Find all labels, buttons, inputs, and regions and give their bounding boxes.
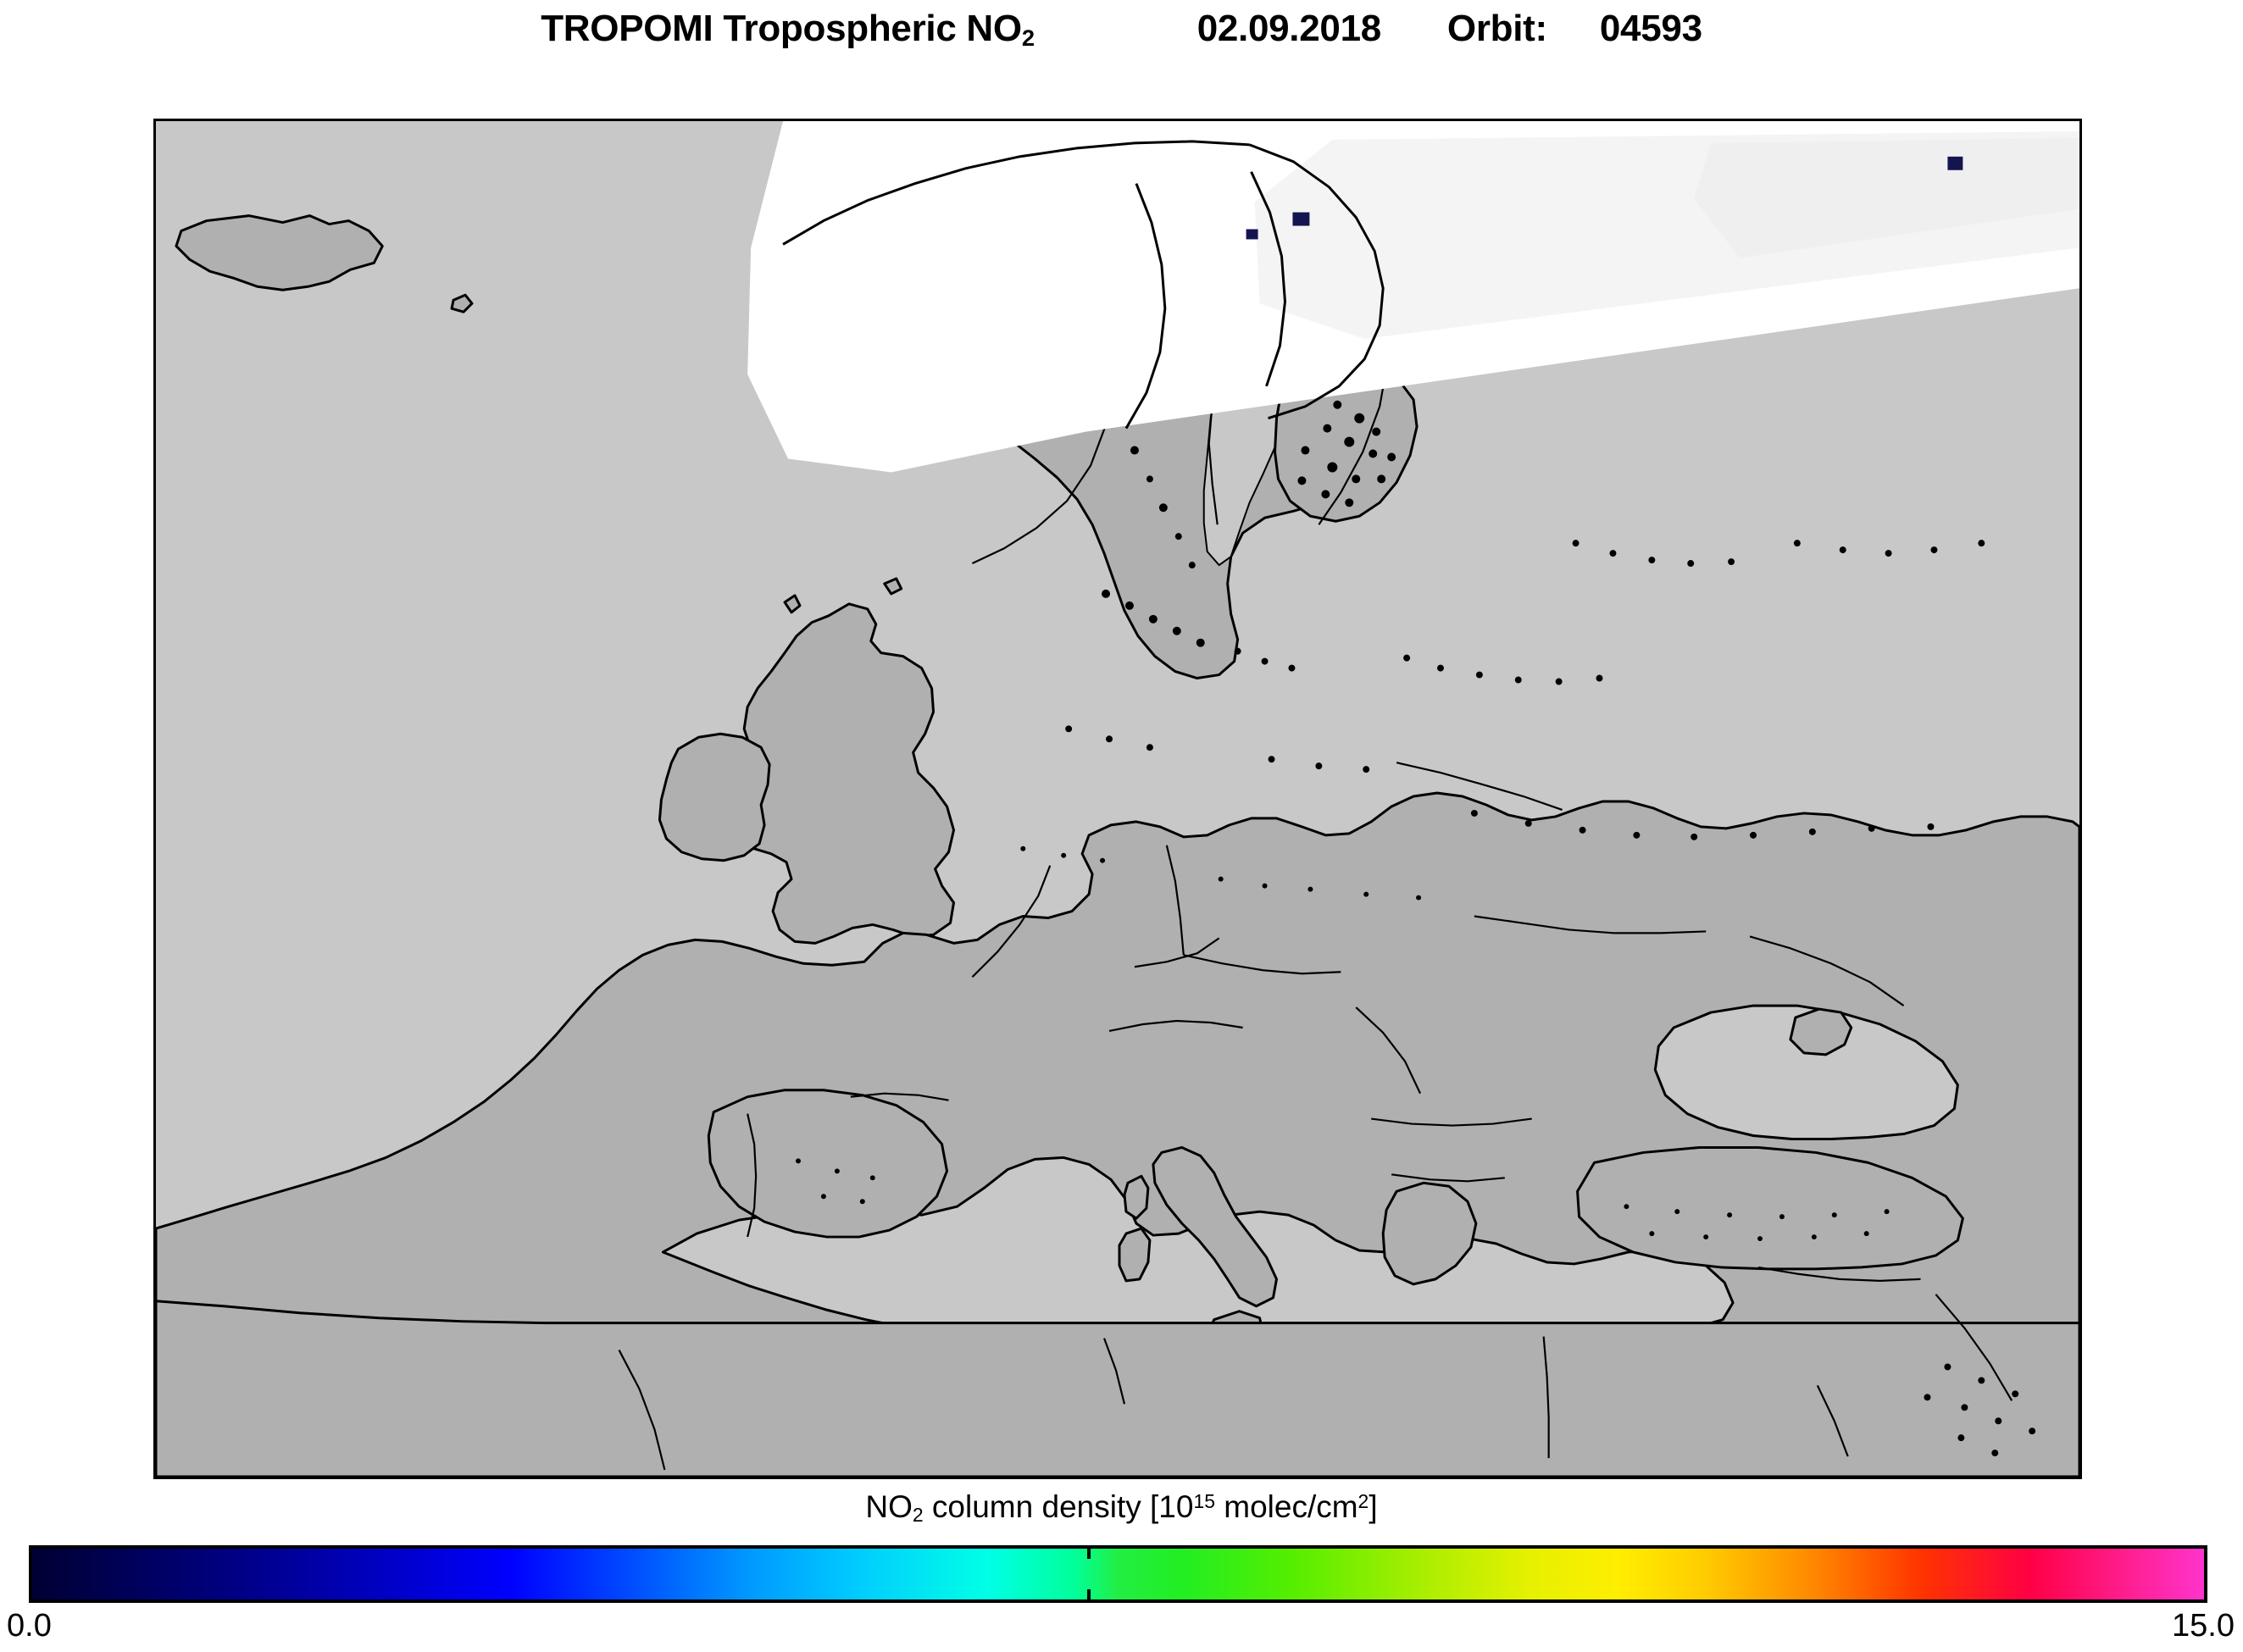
border-france-germany xyxy=(971,865,1052,978)
colorbar-min-label: 0.0 xyxy=(7,1608,52,1644)
border-syria-iraq xyxy=(1935,1294,2013,1401)
coast-kola-in-swath xyxy=(1249,143,1385,420)
land-greece xyxy=(1381,1181,1478,1286)
border-baltic-states xyxy=(1396,762,1563,811)
no2-swath-overlay xyxy=(747,121,2079,473)
land-crimea xyxy=(1789,1007,1853,1056)
land-corsica xyxy=(1123,1174,1150,1220)
land-north-africa xyxy=(156,1300,2079,1477)
colorbar-tick-mid-top xyxy=(1087,1545,1091,1559)
europe-map[interactable] xyxy=(156,121,2079,1477)
coast-north-norway-in-swath xyxy=(782,140,1250,246)
acquisition-date: 02.09.2018 xyxy=(1196,8,1382,49)
no2-pixel-high-3 xyxy=(1246,229,1258,240)
border-austria-italy xyxy=(1108,1019,1243,1033)
land-ireland xyxy=(658,732,771,862)
border-israel-jordan xyxy=(1816,1384,1849,1457)
colorbar-title-exponent-2: 2 xyxy=(1357,1490,1369,1512)
border-ukraine-russia xyxy=(1749,935,1905,1006)
land-anatolia xyxy=(1576,1145,1964,1271)
border-germany-poland xyxy=(1165,845,1185,956)
title-subscript: 2 xyxy=(1021,25,1035,51)
border-libya-egypt xyxy=(1542,1336,1550,1459)
colorbar-title-exponent: 15 xyxy=(1193,1490,1215,1512)
border-morocco-algeria xyxy=(618,1350,666,1471)
border-nodata-finland xyxy=(1124,183,1167,430)
map-panel[interactable] xyxy=(153,119,2082,1479)
chart-title-bar: TROPOMI Tropospheric NO2 02.09.2018 Orbi… xyxy=(0,0,2243,58)
coastline-detail-speckle xyxy=(796,252,2036,1457)
colorbar-title-sub: 2 xyxy=(912,1504,924,1527)
border-belarus-ukraine xyxy=(1474,915,1707,934)
border-nodata-russia xyxy=(1250,171,1286,387)
no2-pixel-high-1 xyxy=(1947,156,1963,170)
land-italy xyxy=(1152,1145,1279,1308)
land-faroes xyxy=(450,293,474,313)
colorbar-max-label: 15.0 xyxy=(2172,1608,2235,1644)
land-iberia xyxy=(707,1089,949,1239)
border-hungary-romania xyxy=(1355,1006,1422,1095)
border-algeria-tunisia xyxy=(1103,1338,1126,1405)
colorbar-scale[interactable] xyxy=(29,1545,2207,1603)
border-spain-france xyxy=(850,1092,949,1101)
no2-pixel-high-2 xyxy=(1292,212,1310,226)
landmass-group xyxy=(156,121,2079,1477)
border-germany-czech xyxy=(1134,937,1220,968)
border-spain-portugal xyxy=(747,1113,758,1238)
orbit-number: 04593 xyxy=(1599,8,1702,49)
page-title: TROPOMI Tropospheric NO2 xyxy=(541,8,1035,51)
swath-coastline-overlay xyxy=(782,140,1385,430)
colorbar-area: NO2 column density [1015 molec/cm2] 0.0 … xyxy=(0,1481,2243,1652)
colorbar-tick-mid-bottom xyxy=(1087,1589,1091,1603)
swath-faint-shading-2 xyxy=(1694,137,2079,258)
orbit-label: Orbit: xyxy=(1446,8,1547,49)
border-poland-czech-slovakia xyxy=(1183,954,1341,975)
colorbar-gradient xyxy=(32,1549,2204,1599)
border-bulgaria-greece xyxy=(1391,1173,1505,1183)
land-orkney xyxy=(883,577,903,596)
border-romania-bulgaria xyxy=(1371,1117,1532,1127)
land-iceland xyxy=(175,214,384,291)
land-sardinia xyxy=(1118,1227,1152,1283)
border-turkey-syria xyxy=(1757,1266,1921,1282)
land-hebrides xyxy=(783,594,802,614)
colorbar-title: NO2 column density [1015 molec/cm2] xyxy=(865,1489,1378,1527)
